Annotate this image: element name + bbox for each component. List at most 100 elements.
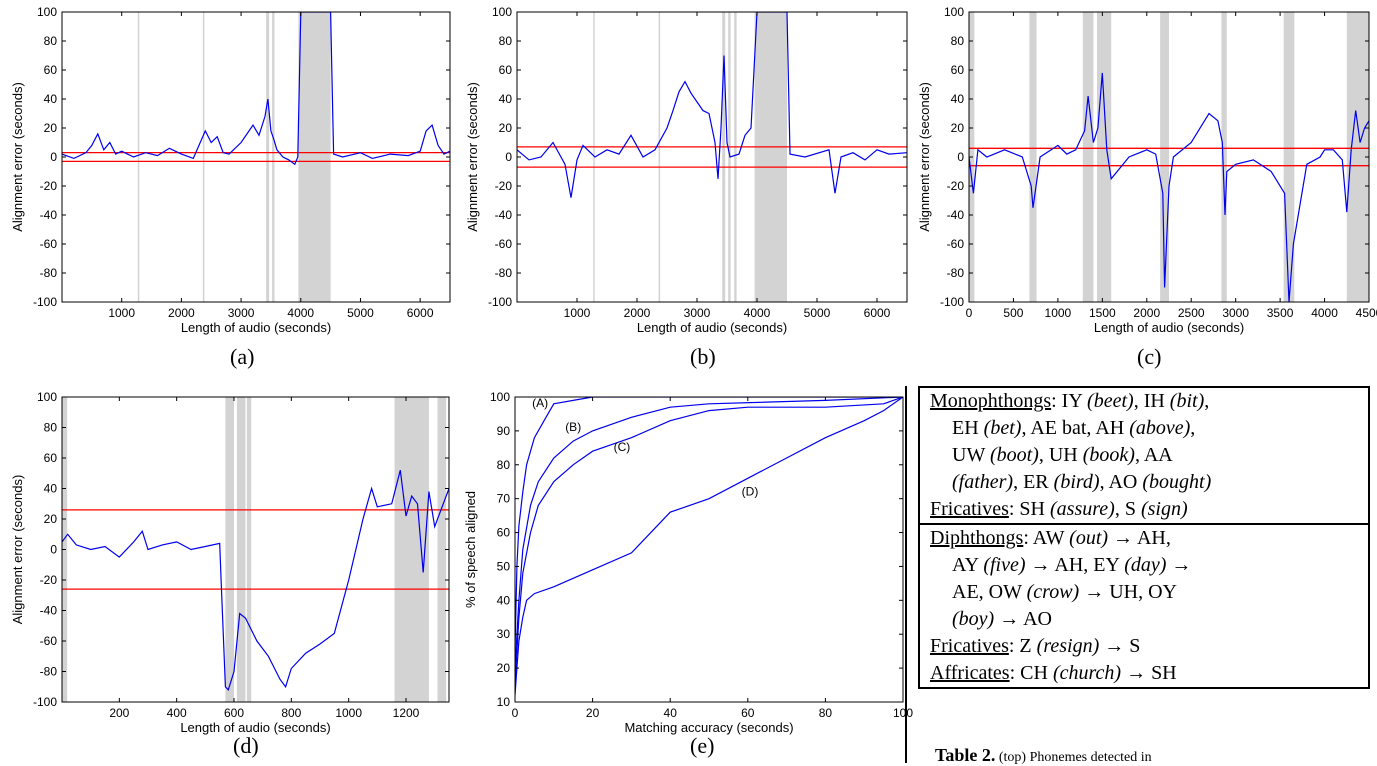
y-tick-label: 100: [37, 390, 57, 404]
y-tick-label: 60: [44, 63, 58, 77]
example-word: (day): [1124, 554, 1167, 576]
shaded-region: [1221, 12, 1227, 302]
x-tick-label: 1200: [393, 706, 420, 720]
x-axis-label: Length of audio (seconds): [637, 320, 787, 335]
table-line: Diphthongs: AW (out) → AH,: [930, 525, 1362, 552]
example-word: (bit): [1169, 390, 1205, 412]
table-line: EH (bet), AE bat, AH (above),: [930, 415, 1362, 442]
series-line: [969, 72, 1369, 302]
table-section-detected: Monophthongs: IY (beet), IH (bit), EH (b…: [920, 388, 1368, 523]
x-tick-label: 1500: [1089, 306, 1116, 320]
series-line: [515, 397, 903, 652]
x-tick-label: 400: [167, 706, 187, 720]
shaded-region: [1160, 12, 1169, 302]
y-axis-label: Alignment error (seconds): [465, 82, 480, 232]
x-tick-label: 4000: [1311, 306, 1338, 320]
table-text: ,: [1204, 390, 1210, 412]
chart-panel-d: 200 400 600 800 1000 1200 -100 -80 -60 -40 -20 0 20 4…: [10, 390, 450, 735]
x-tick-label: 60: [741, 706, 755, 720]
category-label: Diphthongs: [930, 527, 1024, 549]
y-tick-label: 30: [497, 627, 511, 641]
y-axis-label: Alignment error (seconds): [917, 82, 932, 232]
category-label: Monophthongs: [930, 390, 1052, 412]
y-tick-label: -60: [947, 237, 965, 251]
table-line: Affricates: CH (church) → SH: [930, 660, 1362, 687]
example-word: (boot): [989, 444, 1039, 466]
caption-d: (d): [233, 733, 259, 758]
example-word: (bird): [1053, 471, 1100, 493]
y-tick-label: -20: [495, 179, 513, 193]
x-tick-label: 1000: [564, 306, 591, 320]
y-tick-label: 0: [50, 543, 57, 557]
y-tick-label: 100: [492, 5, 512, 19]
x-tick-label: 2000: [624, 306, 651, 320]
x-tick-label: 100: [893, 706, 913, 720]
shaded-region: [246, 397, 252, 702]
shaded-region: [236, 397, 246, 702]
table-section-mapped: Diphthongs: AW (out) → AH, AY (five) → A…: [920, 523, 1368, 687]
x-tick-label: 40: [664, 706, 678, 720]
y-tick-label: -20: [947, 179, 965, 193]
example-word: (assure): [1050, 498, 1115, 520]
y-tick-label: -80: [495, 266, 513, 280]
table-text: ,: [1190, 417, 1196, 439]
shaded-region: [298, 12, 331, 302]
x-tick-label: 80: [819, 706, 833, 720]
series-line: [62, 470, 449, 691]
x-tick-label: 1000: [335, 706, 362, 720]
table-line: Fricatives: SH (assure), S (sign): [930, 496, 1362, 523]
shaded-region: [1283, 12, 1295, 302]
example-word: (bought): [1142, 471, 1212, 493]
x-tick-label: 2000: [168, 306, 195, 320]
x-tick-label: 500: [1003, 306, 1023, 320]
example-word: (crow): [1026, 581, 1080, 603]
y-axis-label: Alignment error (seconds): [10, 475, 25, 625]
table-text: , IH: [1133, 390, 1170, 412]
caption-a: (a): [230, 344, 255, 369]
category-label: Fricatives: [930, 498, 1009, 520]
y-tick-label: 20: [499, 121, 513, 135]
y-tick-label: 100: [37, 5, 57, 19]
y-tick-label: 70: [497, 492, 511, 506]
category-label: Affricates: [930, 662, 1010, 684]
table-text: → SH: [1121, 662, 1177, 684]
y-tick-label: -80: [947, 266, 965, 280]
x-tick-label: 4000: [744, 306, 771, 320]
y-tick-label: 40: [499, 92, 513, 106]
table-text: : CH: [1009, 662, 1053, 684]
shaded-region: [225, 397, 234, 702]
x-axis-label: Length of audio (seconds): [180, 720, 330, 735]
series-label: (C): [614, 440, 631, 454]
y-tick-label: -40: [40, 208, 58, 222]
y-tick-label: -100: [33, 695, 57, 709]
y-tick-label: -100: [33, 295, 57, 309]
y-tick-label: 100: [944, 5, 964, 19]
table-text: → AO: [994, 608, 1052, 630]
y-tick-label: 80: [44, 421, 58, 435]
shaded-region: [394, 397, 429, 702]
shaded-region: [734, 12, 737, 302]
phoneme-table: Monophthongs: IY (beet), IH (bit), EH (b…: [918, 386, 1370, 689]
x-tick-label: 3000: [1222, 306, 1249, 320]
table-text: : Z: [1008, 635, 1037, 657]
y-tick-label: 60: [499, 63, 513, 77]
y-tick-label: -60: [40, 237, 58, 251]
x-tick-label: 1000: [1045, 306, 1072, 320]
plot-area: [62, 12, 450, 302]
table-text: , ER: [1013, 471, 1054, 493]
y-tick-label: -20: [40, 573, 58, 587]
y-tick-label: 10: [497, 695, 511, 709]
x-tick-label: 600: [224, 706, 244, 720]
series-line: [515, 397, 903, 696]
series-line: [515, 397, 903, 669]
example-word: (father): [952, 471, 1014, 493]
series-label: (A): [532, 396, 548, 410]
example-word: (resign): [1036, 635, 1100, 657]
caption-c: (c): [1137, 344, 1162, 369]
example-word: (beet): [1087, 390, 1134, 412]
series-line: [62, 12, 450, 166]
plot-area: [62, 397, 449, 702]
y-tick-label: 20: [44, 121, 58, 135]
y-tick-label: -40: [495, 208, 513, 222]
